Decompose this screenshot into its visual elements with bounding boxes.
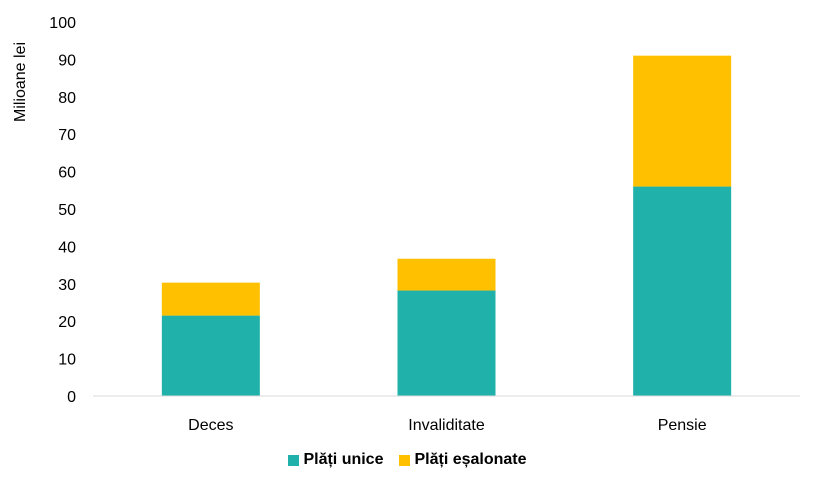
bar-segment-1 [397,290,496,396]
y-axis-title: Milioane lei [12,42,29,122]
bar-segment-2 [397,258,496,291]
y-tick-label: 90 [58,52,76,69]
y-axis-ticks: 0 10 20 30 40 50 60 70 80 90 100 [49,15,76,406]
bar-segment-2 [633,55,732,187]
y-tick-label: 100 [49,15,76,32]
y-tick-label: 0 [67,389,76,406]
legend-item-series-2: Plăți eșalonate [399,451,527,469]
x-tick-label: Pensie [658,417,707,434]
x-tick-label: Invaliditate [408,417,485,434]
bar-group [161,55,732,396]
legend-item-series-1: Plăți unice [288,451,383,469]
legend-label-series-2: Plăți eșalonate [414,451,527,468]
x-axis-ticks: Deces Invaliditate Pensie [188,417,707,434]
y-tick-label: 10 [58,352,76,369]
y-tick-label: 50 [58,202,76,219]
legend-label-series-1: Plăți unice [303,451,384,468]
legend-swatch-series-1 [288,454,300,466]
x-tick-label: Deces [188,417,233,434]
legend: Plăți unice Plăți eșalonate [0,451,815,469]
y-tick-label: 40 [58,239,76,256]
y-tick-label: 20 [58,314,76,331]
bar-segment-2 [161,282,260,316]
bar-segment-1 [633,186,732,396]
y-tick-label: 60 [58,165,76,182]
y-tick-label: 80 [58,90,76,107]
y-tick-label: 30 [58,277,76,294]
legend-swatch-series-2 [399,454,411,466]
y-tick-label: 70 [58,127,76,144]
bar-segment-1 [161,315,260,396]
